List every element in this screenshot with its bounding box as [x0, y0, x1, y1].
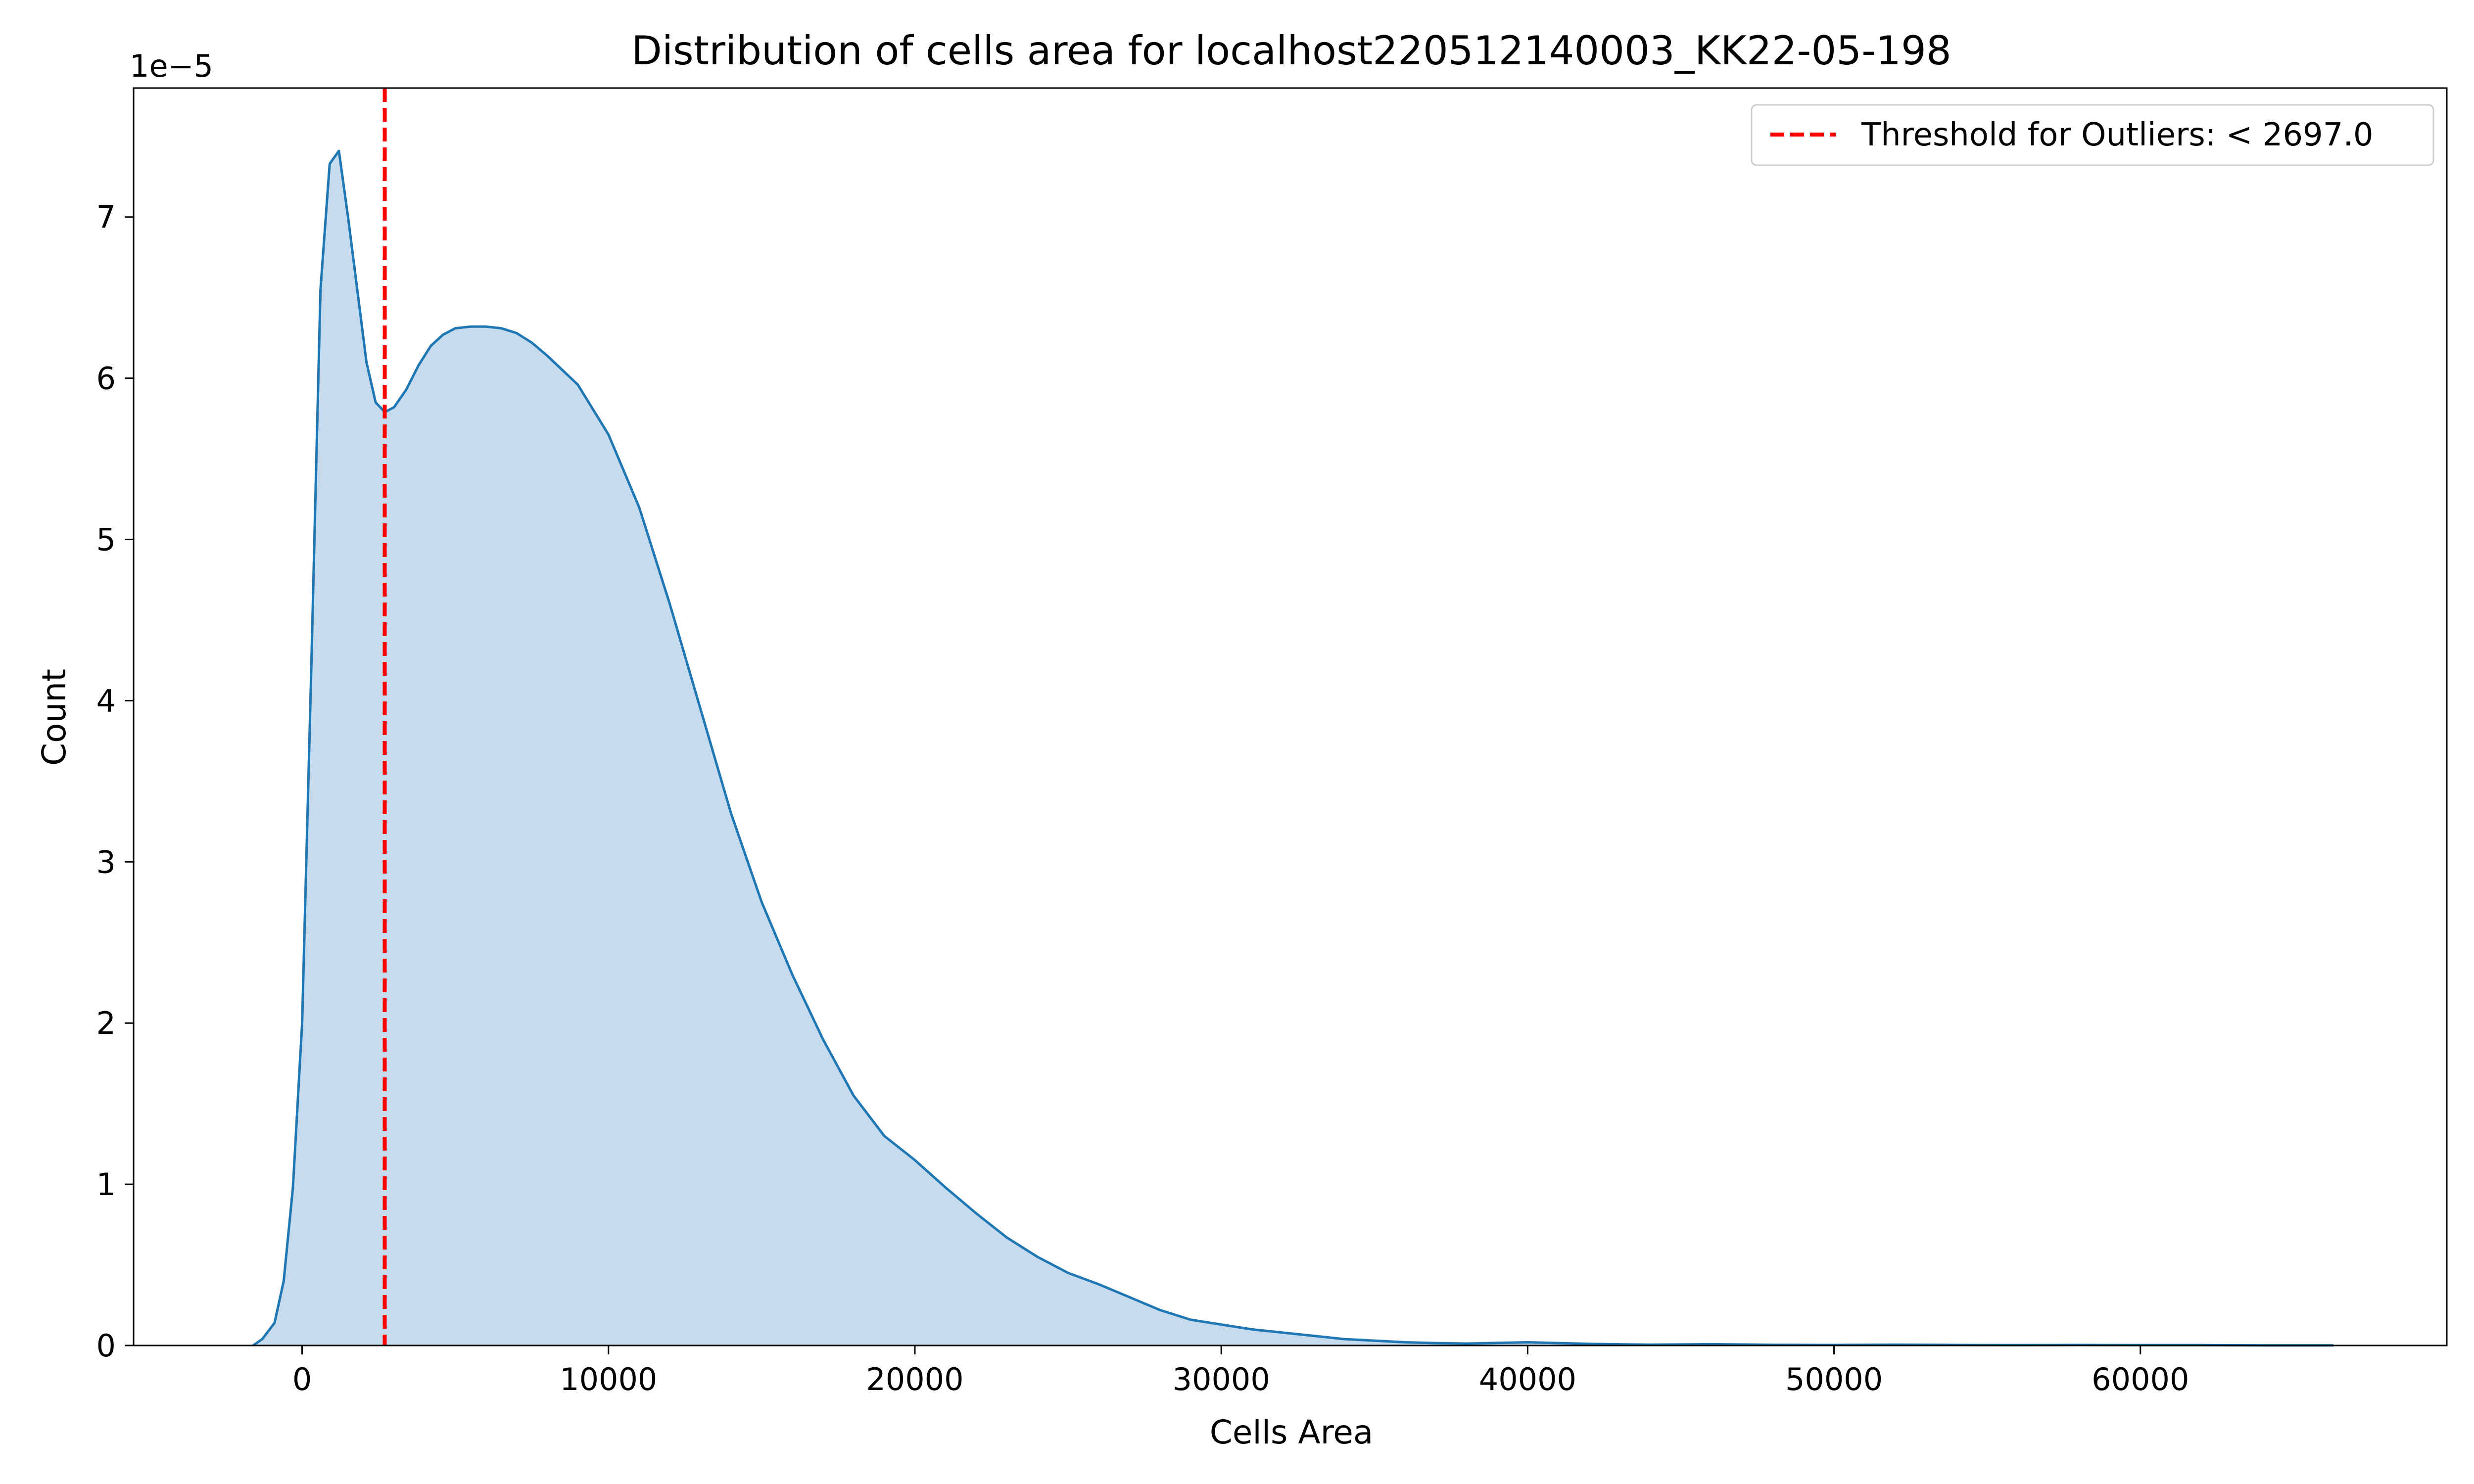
density-area-fill-0	[253, 151, 2333, 1345]
y-tick-label: 0	[96, 1328, 116, 1364]
y-axis: 0 1 2 3 4 5 6 7	[96, 199, 134, 1364]
plot-frame	[133, 87, 2448, 1346]
x-tick-label: 20000	[866, 1361, 963, 1397]
y-tick-label: 2	[96, 1005, 116, 1041]
x-tick-label: 0	[292, 1361, 312, 1397]
x-tick-label: 60000	[2092, 1361, 2189, 1397]
y-offset-label: 1e−5	[130, 48, 213, 84]
y-tick-label: 7	[96, 199, 116, 235]
y-axis-label: Count	[35, 669, 73, 766]
chart-title: Distribution of cells area for localhost…	[631, 28, 1951, 74]
y-tick-label: 1	[96, 1166, 116, 1203]
x-tick-label: 30000	[1173, 1361, 1270, 1397]
x-axis-label: Cells Area	[1210, 1413, 1374, 1451]
y-tick-label: 3	[96, 844, 116, 880]
density-curve-0	[252, 149, 2333, 1347]
legend-box	[1751, 104, 2434, 166]
x-tick-label: 50000	[1785, 1361, 1883, 1397]
x-tick-label: 10000	[560, 1361, 657, 1397]
x-tick-label: 40000	[1479, 1361, 1576, 1397]
y-tick-label: 5	[96, 522, 116, 558]
legend: Threshold for Outliers: < 2697.0	[1751, 104, 2434, 166]
y-tick-label: 4	[96, 683, 116, 719]
y-tick-label: 6	[96, 361, 116, 397]
plot-area	[252, 88, 2333, 1347]
x-axis: 0 10000 20000 30000 40000 50000 60000	[292, 1345, 2189, 1397]
legend-threshold-label: Threshold for Outliers: < 2697.0	[1861, 117, 2374, 153]
